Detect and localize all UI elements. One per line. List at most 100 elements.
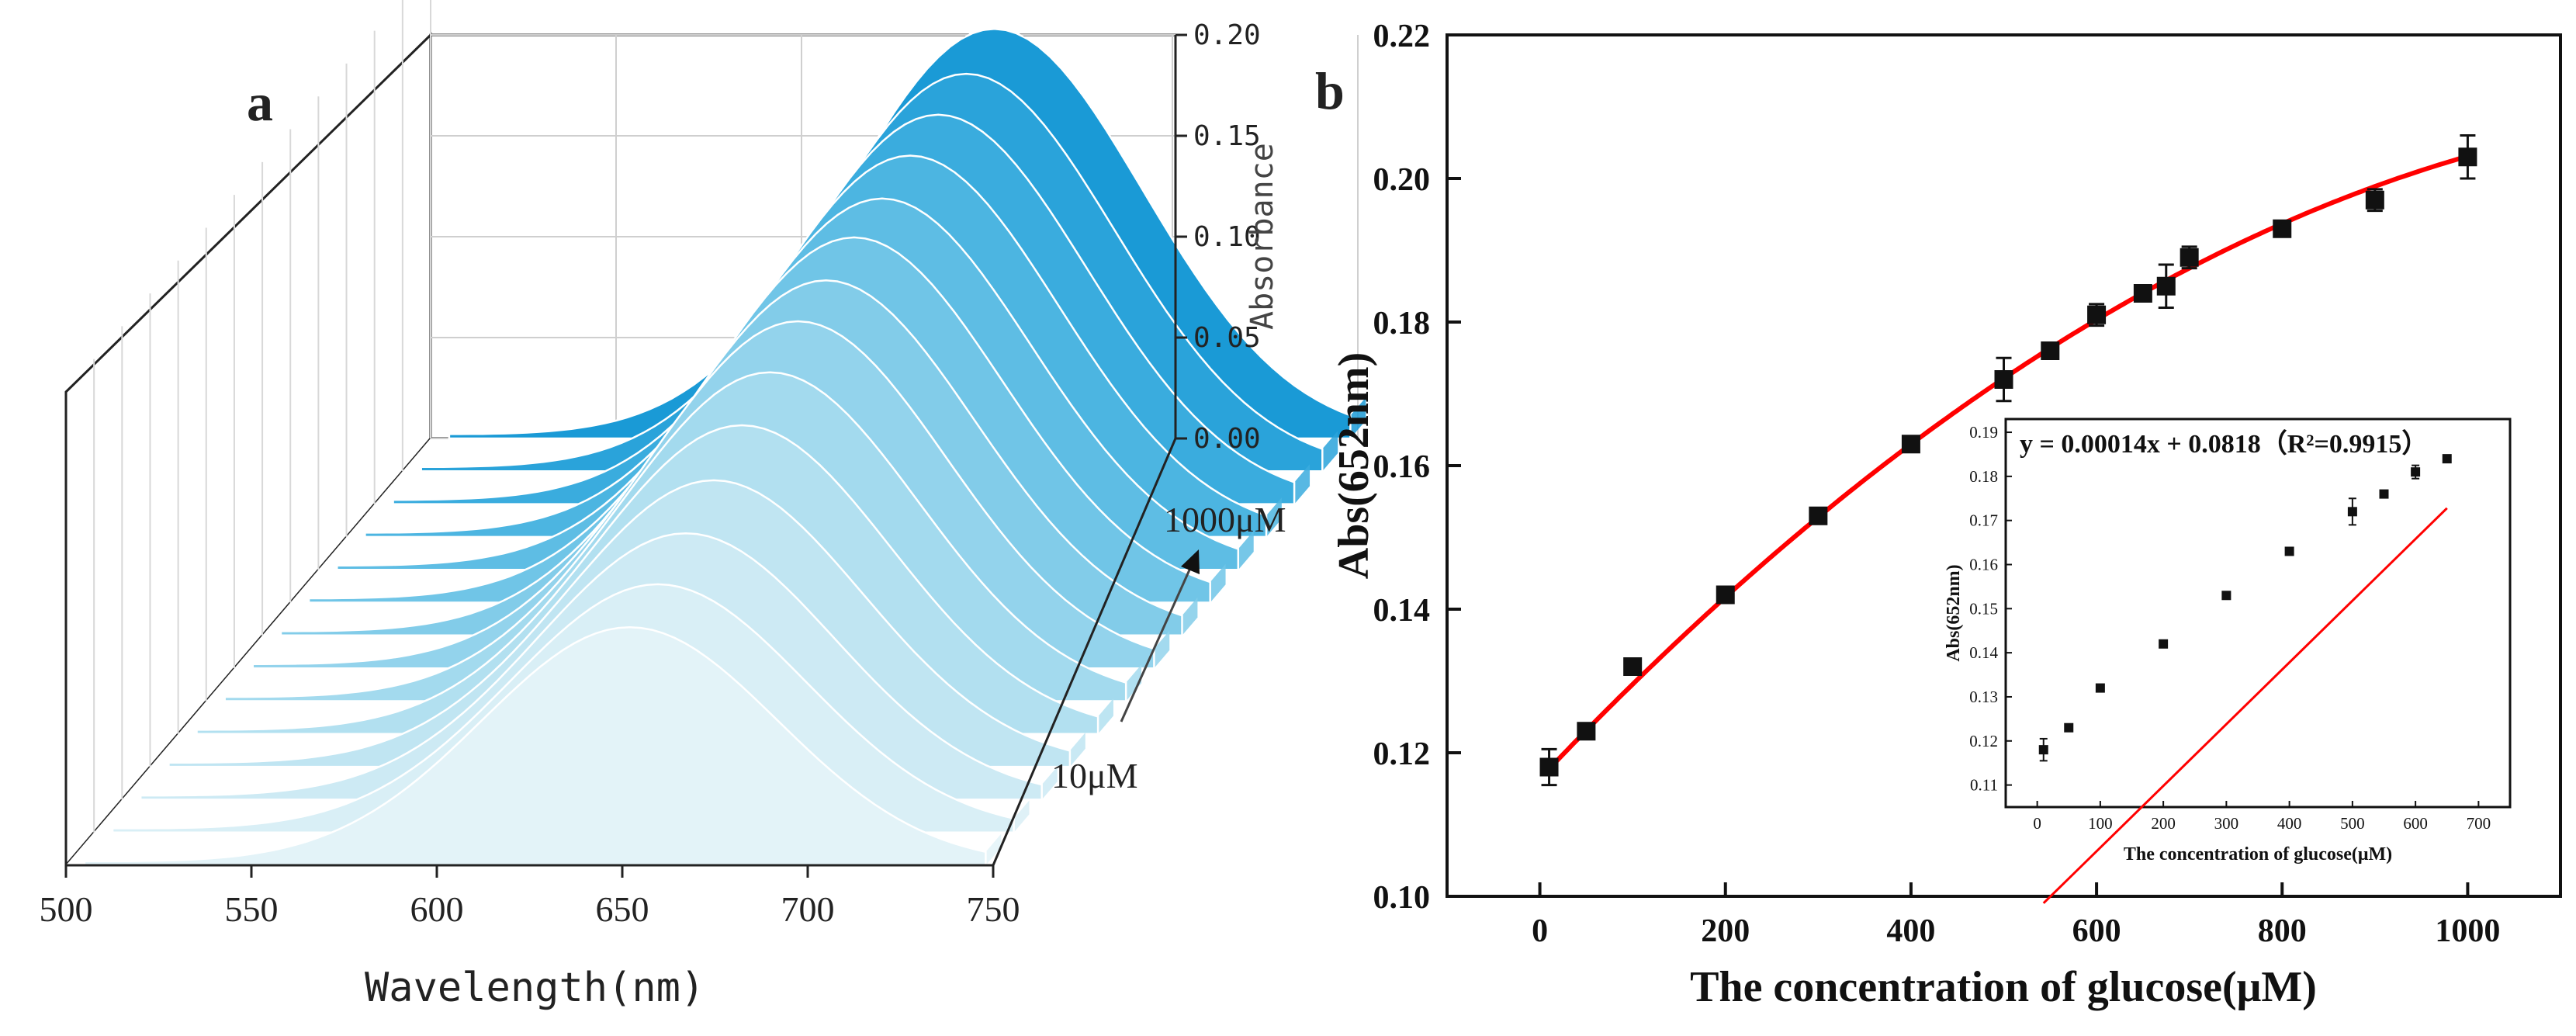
x-axis-label: The concentration of glucose(μM) (1690, 963, 2317, 1011)
spectrum-slab (1069, 733, 1085, 767)
inset-x-tick-label: 300 (2214, 814, 2239, 833)
inset-ticks: 0 100 200 300 400 500 600 700 0.11 0.12 0.13 0.14 0.… (1969, 423, 2491, 833)
y-tick-label: 0.14 (1373, 593, 1431, 629)
inset-frame (2004, 418, 2512, 809)
inset-y-tick-label: 0.17 (1969, 511, 1998, 530)
inset-data-point (2411, 464, 2421, 480)
inset-data-point (2159, 639, 2169, 649)
inset-equation: y = 0.00014x + 0.0818（R²=0.9915） (2020, 428, 2428, 459)
inset-y-tick-label: 0.11 (1970, 776, 1998, 795)
inset-data-point (2221, 591, 2231, 601)
y-tick-label: 0.10 (1373, 880, 1431, 916)
x-tick-label: 800 (2258, 913, 2307, 949)
y-tick-label: 0.16 (1373, 449, 1431, 485)
data-point (2273, 219, 2292, 238)
data-point (1716, 585, 1735, 605)
data-point (1623, 657, 1643, 676)
inset-data-point (2379, 489, 2389, 499)
panel-b-points (1539, 134, 2477, 787)
x-tick-label: 200 (1701, 913, 1750, 949)
inset-data-point (2347, 497, 2357, 526)
inset-x-tick-label: 100 (2088, 814, 2113, 833)
panel-a-label: a (247, 73, 273, 132)
spectrum-slab (1210, 563, 1226, 603)
x-tick-label: 0 (1532, 913, 1548, 949)
panel-a-waterfall: 500 550 600 650 700 750 0.20 0.15 0.10 0.05 0.00 a… (40, 0, 1366, 1011)
spectrum-slab (1294, 464, 1311, 504)
inset-points (2038, 454, 2452, 762)
panel-b-ticks: 0 200 400 600 800 10000.100.120.140.160.180.2… (1373, 19, 2501, 949)
x-tick-label: 600 (410, 889, 464, 929)
y-tick-label: 0.22 (1373, 19, 1431, 54)
z-tick-label: 0.20 (1193, 19, 1261, 51)
inset-y-tick-label: 0.18 (1969, 467, 1998, 486)
z-axis-label: Absorbance (1245, 143, 1280, 330)
x-tick-label: 500 (40, 889, 93, 929)
inset-x-tick-label: 700 (2467, 814, 2491, 833)
inset-y-tick-label: 0.12 (1969, 732, 1998, 750)
data-point (1809, 506, 1828, 525)
x-tick-label: 600 (2072, 913, 2121, 949)
inset-x-axis-label: The concentration of glucose(μM) (2124, 844, 2392, 864)
inset-data-point (2038, 737, 2048, 762)
spectrum-slab (1126, 664, 1142, 702)
inset-fit-line (2042, 507, 2448, 904)
data-point (2041, 341, 2060, 360)
data-point (2087, 303, 2107, 327)
z-tick-label: 0.10 (1193, 221, 1261, 253)
spectrum-curve (83, 625, 987, 867)
series-direction-arrow (1120, 566, 1193, 722)
z-tick-label: 0.00 (1193, 423, 1261, 455)
data-point (1539, 747, 1559, 787)
y-tick-label: 0.18 (1373, 306, 1431, 341)
spectrum-slab (1154, 630, 1170, 669)
x-tick-label: 1000 (2435, 913, 2500, 949)
spectrum-slab (1182, 597, 1198, 636)
inset-y-tick-label: 0.13 (1969, 688, 1998, 706)
spectrum-slab (1322, 431, 1338, 472)
spectrum-slab (1041, 766, 1058, 800)
data-point (1994, 356, 2013, 403)
data-point (2180, 245, 2199, 270)
y-tick-label: 0.12 (1373, 736, 1431, 772)
inset-data-point (2442, 454, 2452, 464)
y-tick-label: 0.20 (1373, 162, 1431, 198)
panel-b-calibration: b 0 200 400 600 800 10000.100.120.140.160.180… (1315, 19, 2562, 1011)
inset-x-tick-label: 600 (2403, 814, 2428, 833)
spectrum-slab (1238, 531, 1254, 570)
inset-y-axis-label: Abs(652nm) (1944, 564, 1964, 661)
spectrum-slab (985, 833, 1002, 865)
spectra-series (83, 27, 1366, 867)
x-tick-label: 550 (225, 889, 279, 929)
data-point (1577, 722, 1596, 741)
inset-x-tick-label: 0 (2033, 814, 2041, 833)
inset-fit (2042, 507, 2448, 904)
spectrum-slab (1265, 497, 1282, 537)
x-tick-label: 400 (1886, 913, 1935, 949)
data-point (1901, 435, 1920, 454)
x-tick-label: 750 (967, 889, 1020, 929)
x-tick-label: 700 (781, 889, 835, 929)
inset-data-point (2284, 546, 2294, 556)
data-point (2365, 188, 2384, 213)
depth-axis-line (992, 438, 1177, 866)
series-direction-arrowhead (1181, 549, 1200, 574)
inset-y-tick-label: 0.14 (1969, 643, 1998, 662)
x-axis-label: Wavelength(nm) (365, 965, 705, 1011)
inset-y-tick-label: 0.15 (1969, 599, 1998, 618)
y-axis-label: Abs(652nm) (1330, 352, 1378, 579)
inset-x-tick-label: 500 (2340, 814, 2365, 833)
z-tick-label: 0.15 (1193, 120, 1261, 152)
spectrum-slab (1350, 397, 1366, 438)
inset-x-tick-label: 200 (2151, 814, 2176, 833)
data-point (2156, 263, 2176, 309)
inset-data-point (2064, 722, 2074, 733)
panel-b-label: b (1315, 61, 1345, 120)
spectrum-slab (1013, 800, 1030, 833)
series-end-label: 1000μM (1164, 500, 1286, 539)
inset-y-tick-label: 0.16 (1969, 556, 1998, 574)
inset-x-tick-label: 400 (2277, 814, 2302, 833)
data-point (2133, 284, 2152, 303)
data-point (2458, 134, 2477, 180)
